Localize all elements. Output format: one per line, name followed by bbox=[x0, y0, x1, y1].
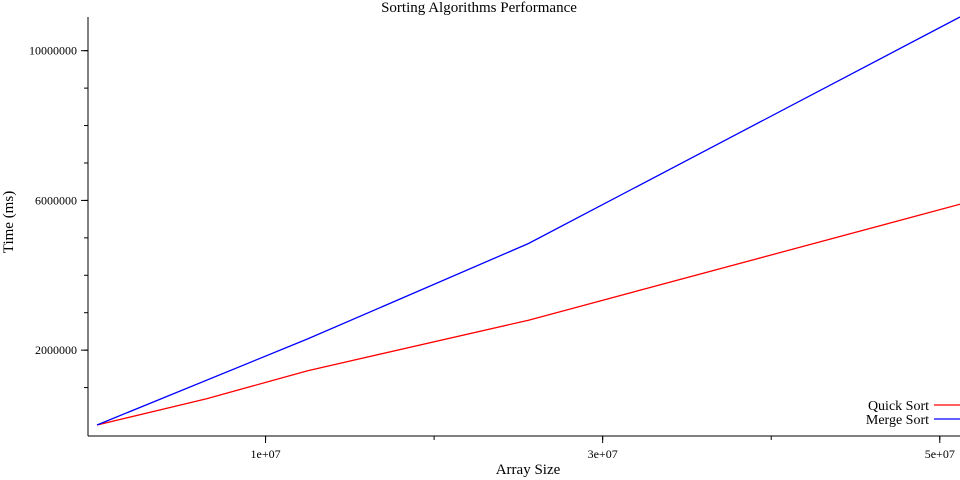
legend-label-quick-sort: Quick Sort bbox=[868, 399, 929, 414]
y-axis-label: Time (ms) bbox=[1, 191, 17, 253]
x-axis: 1e+07 3e+07 5e+07 bbox=[88, 435, 960, 461]
y-tick-label: 10000000 bbox=[29, 44, 77, 58]
y-tick-label: 6000000 bbox=[35, 193, 77, 207]
x-tick-label: 5e+07 bbox=[925, 447, 955, 461]
series-line-quick-sort bbox=[96, 203, 960, 426]
x-tick-label: 1e+07 bbox=[251, 447, 281, 461]
legend-label-merge-sort: Merge Sort bbox=[866, 413, 929, 428]
chart-title: Sorting Algorithms Performance bbox=[381, 0, 577, 16]
y-axis: 2000000 6000000 10000000 bbox=[29, 17, 89, 436]
series-line-merge-sort bbox=[96, 16, 960, 426]
x-tick-label: 3e+07 bbox=[588, 447, 618, 461]
series-layer bbox=[96, 16, 960, 426]
y-tick-label: 2000000 bbox=[35, 343, 77, 357]
x-axis-label: Array Size bbox=[496, 462, 561, 478]
